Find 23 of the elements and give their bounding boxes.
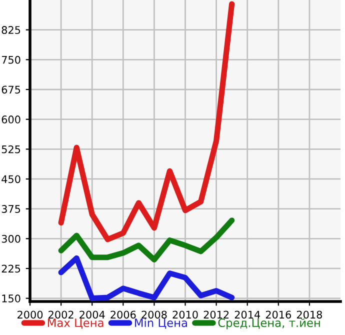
y-tick-label: 525 — [2, 145, 20, 154]
y-tick-label: 750 — [2, 56, 20, 64]
legend-label: Min Цена — [135, 318, 187, 329]
x-tick-label: 2006 — [110, 310, 136, 319]
y-tick-label: 225 — [2, 264, 20, 273]
legend-label: Max Цена — [48, 318, 104, 329]
x-tick-label: 2012 — [204, 310, 229, 319]
legend-label: Сред.Цена, т.йен — [218, 318, 320, 330]
x-tick-label: 2018 — [296, 310, 322, 319]
y-tick-label: 375 — [2, 205, 20, 213]
x-tick-label: 2000 — [18, 310, 43, 319]
y-tick-label: 825 — [2, 26, 20, 34]
y-tick-label: 450 — [2, 175, 20, 184]
y-tick-label: 675 — [2, 86, 20, 94]
y-tick-label: 600 — [2, 116, 20, 124]
y-tick-label: 150 — [2, 294, 20, 302]
x-tick-label: 2014 — [234, 310, 260, 319]
y-tick-label: 300 — [2, 234, 20, 243]
x-tick-label: 2016 — [266, 310, 292, 319]
x-tick-label: 2008 — [142, 310, 167, 319]
x-tick-label: 2002 — [48, 310, 74, 319]
x-tick-label: 2010 — [172, 310, 198, 319]
x-tick-label: 2004 — [80, 310, 105, 319]
